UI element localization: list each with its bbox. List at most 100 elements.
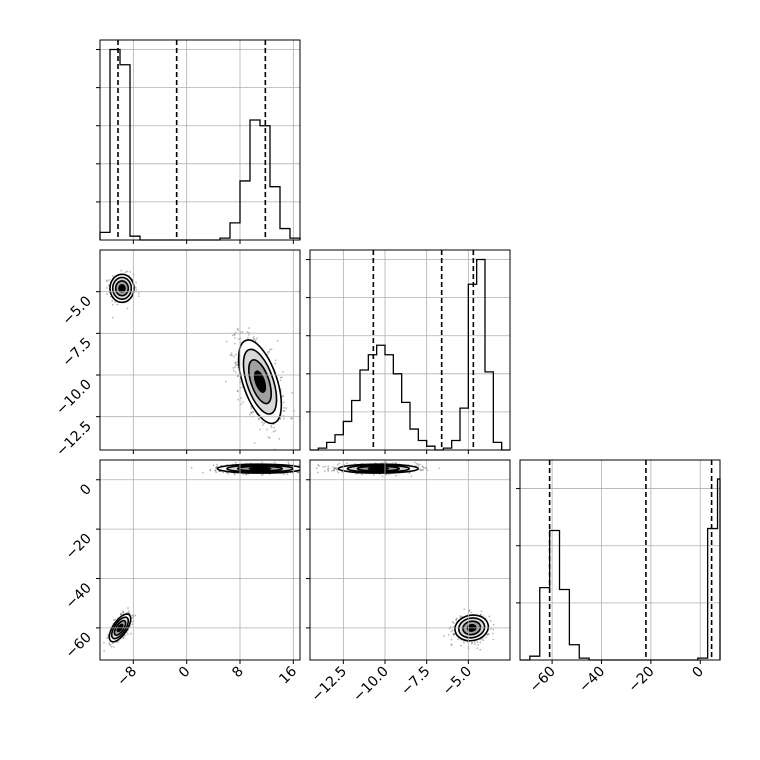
sample-point — [251, 411, 254, 413]
sample-point — [230, 352, 233, 355]
sample-point — [492, 628, 495, 631]
sample-point — [451, 629, 454, 632]
contour-level — [248, 466, 272, 471]
sample-point — [486, 634, 489, 637]
sample-point — [252, 336, 255, 339]
scatter-frame-0-1 — [99, 249, 301, 451]
y-tick-label: −7.5 — [59, 335, 94, 370]
sample-point — [395, 462, 398, 464]
sample-point — [111, 642, 114, 645]
sample-point — [419, 469, 422, 472]
sample-point — [237, 329, 240, 332]
sample-point — [419, 468, 422, 471]
sample-point — [127, 607, 129, 609]
sample-point — [233, 473, 236, 476]
sample-point — [278, 438, 281, 440]
sample-point — [234, 371, 237, 374]
sample-point — [463, 641, 465, 644]
sample-point — [282, 370, 284, 373]
sample-point — [212, 464, 215, 467]
sample-point — [268, 437, 271, 439]
y-tick-label: −60 — [63, 629, 95, 661]
sample-point — [108, 643, 111, 646]
x-tick-label: 16 — [276, 663, 300, 687]
sample-point — [327, 470, 330, 472]
sample-point — [479, 648, 482, 651]
sample-point — [216, 463, 218, 466]
sample-point — [131, 616, 133, 619]
sample-point — [262, 424, 264, 427]
sample-point — [282, 401, 285, 404]
sample-point — [276, 340, 279, 342]
sample-point — [480, 638, 483, 641]
sample-point — [229, 354, 232, 357]
sample-point — [267, 436, 270, 439]
sample-point — [391, 462, 394, 465]
sample-point — [209, 468, 212, 471]
sample-point — [492, 623, 495, 626]
sample-point — [455, 617, 458, 620]
sample-point — [236, 327, 239, 330]
sample-point — [106, 280, 109, 283]
sample-point — [252, 410, 255, 413]
sample-point — [282, 410, 285, 412]
sample-point — [304, 467, 306, 469]
sample-point — [452, 622, 455, 624]
sample-point — [233, 355, 235, 358]
sample-point — [482, 615, 485, 618]
sample-point — [105, 279, 108, 282]
sample-point — [103, 649, 106, 652]
sample-point — [247, 336, 249, 339]
histogram-step — [310, 258, 510, 451]
sample-point — [455, 618, 458, 621]
sample-point — [233, 342, 236, 345]
sample-point — [476, 641, 479, 644]
sample-point — [120, 613, 123, 616]
sample-point — [216, 465, 218, 468]
x-tick-label: 0 — [176, 664, 194, 682]
sample-point — [240, 397, 243, 400]
sample-point — [290, 417, 292, 420]
histogram-frame-1 — [309, 249, 511, 451]
sample-point — [286, 473, 289, 476]
sample-point — [248, 327, 250, 329]
sample-point — [283, 410, 286, 412]
sample-point — [253, 338, 256, 341]
sample-point — [453, 632, 456, 635]
y-tick-label: −10.0 — [53, 377, 95, 419]
x-tick-label: −10.0 — [350, 664, 392, 706]
sample-point — [242, 473, 245, 476]
sample-point — [304, 468, 306, 470]
sample-point — [245, 473, 248, 476]
sample-point — [302, 470, 304, 472]
sample-point — [236, 375, 239, 378]
histogram-panel-1 — [306, 250, 510, 454]
sample-point — [470, 642, 473, 645]
sample-point — [110, 645, 113, 648]
sample-point — [301, 467, 303, 469]
sample-point — [326, 468, 329, 471]
sample-point — [256, 337, 258, 340]
sample-point — [97, 284, 99, 286]
sample-point — [134, 286, 137, 289]
sample-point — [234, 353, 237, 356]
sample-point — [474, 643, 476, 646]
sample-point — [279, 379, 282, 382]
sample-point — [480, 610, 483, 613]
sample-point — [341, 470, 343, 473]
sample-point — [337, 471, 340, 474]
x-tick-label: −20 — [625, 664, 657, 696]
sample-point — [233, 333, 236, 336]
sample-point — [241, 330, 244, 333]
scatter-panel-1-2 — [306, 460, 510, 664]
histogram-frame-0 — [99, 39, 301, 241]
sample-point — [222, 471, 225, 474]
sample-point — [482, 639, 485, 642]
sample-point — [259, 428, 261, 431]
sample-point — [297, 471, 300, 474]
sample-point — [232, 369, 235, 372]
sample-point — [137, 292, 140, 295]
sample-point — [372, 473, 375, 476]
sample-point — [288, 462, 290, 465]
